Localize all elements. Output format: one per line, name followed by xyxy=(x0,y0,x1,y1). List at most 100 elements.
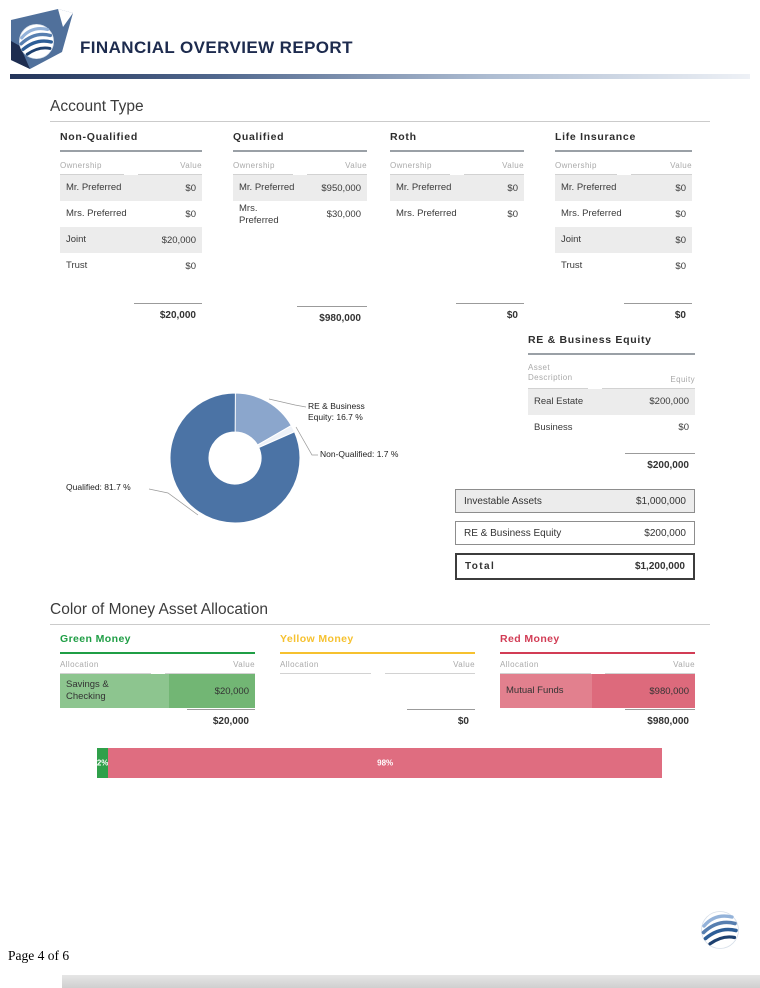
table-row: Savings & Checking $20,000 xyxy=(60,674,255,708)
value-cell: $20,000 xyxy=(169,674,255,708)
table-total: $980,000 xyxy=(297,306,367,324)
table-title: Yellow Money xyxy=(280,633,475,654)
column-ownership: Ownership xyxy=(390,161,450,175)
chart-label-non-qualified: Non-Qualified: 1.7 % xyxy=(320,449,399,459)
owner-cell: Mr. Preferred xyxy=(66,182,122,194)
column-value: Value xyxy=(464,161,524,175)
column-value: Value xyxy=(307,161,367,175)
column-headers: Allocation Value xyxy=(280,660,475,674)
allocation-stacked-bar: 2% 98% xyxy=(97,748,662,778)
table-row: Mr. Preferred $0 xyxy=(555,175,692,201)
summary-label: Total xyxy=(465,561,496,572)
bar-segment-label: 98% xyxy=(377,758,394,768)
column-allocation: Allocation xyxy=(500,660,591,674)
owner-cell: Trust xyxy=(561,260,583,272)
table-total: $20,000 xyxy=(187,709,255,727)
section-title-account-type: Account Type xyxy=(50,98,144,115)
summary-value: $200,000 xyxy=(644,527,686,539)
column-headers: Ownership Value xyxy=(555,161,692,175)
value-cell: $0 xyxy=(185,182,196,194)
value-cell: $0 xyxy=(675,208,686,220)
donut-chart-svg xyxy=(148,392,318,524)
table-total: $0 xyxy=(456,303,524,321)
table-title: Non-Qualified xyxy=(60,131,202,152)
table-roth: Roth Ownership Value Mr. Preferred $0 Mr… xyxy=(390,131,524,321)
owner-cell: Mr. Preferred xyxy=(239,182,295,194)
column-value: Value xyxy=(604,660,695,674)
column-ownership: Ownership xyxy=(60,161,124,175)
column-value: Value xyxy=(630,161,692,175)
allocation-name: Mutual Funds xyxy=(506,685,564,697)
chart-label-qualified: Qualified: 81.7 % xyxy=(66,482,131,492)
summary-boxes: Investable Assets $1,000,000 RE & Busine… xyxy=(455,489,695,588)
column-value: Value xyxy=(138,161,202,175)
value-cell: $0 xyxy=(675,182,686,194)
allocation-name: Savings & Checking xyxy=(66,679,109,702)
value-cell: $0 xyxy=(507,208,518,220)
table-total: $0 xyxy=(407,709,475,727)
donut-slices xyxy=(169,392,301,524)
table-row: Trust $0 xyxy=(555,253,692,279)
owner-cell: Trust xyxy=(66,260,88,272)
owner-cell: Mr. Preferred xyxy=(561,182,617,194)
column-asset-description: Asset Description xyxy=(528,363,588,389)
summary-label: Investable Assets xyxy=(464,495,542,507)
column-headers: Allocation Value xyxy=(500,660,695,674)
summary-value: $1,000,000 xyxy=(635,495,686,507)
table-yellow-money: Yellow Money Allocation Value $0 xyxy=(280,633,475,727)
owner-cell: Joint xyxy=(66,234,87,246)
column-value: Value xyxy=(164,660,255,674)
column-value: Value xyxy=(384,660,475,674)
table-row: Mr. Preferred $950,000 xyxy=(233,175,367,201)
leader-line xyxy=(295,426,318,456)
summary-label: RE & Business Equity xyxy=(464,527,562,539)
table-row: Mutual Funds $980,000 xyxy=(500,674,695,708)
table-row: Mrs. Preferred $0 xyxy=(390,201,524,227)
leader-line xyxy=(148,488,199,516)
table-life-insurance: Life Insurance Ownership Value Mr. Prefe… xyxy=(555,131,692,321)
owner-cell: Joint xyxy=(561,234,582,246)
column-equity: Equity xyxy=(602,363,695,389)
bar-segment-green-money: 2% xyxy=(97,748,108,778)
value-cell: $950,000 xyxy=(321,182,361,194)
table-title: Life Insurance xyxy=(555,131,692,152)
value-cell: $20,000 xyxy=(161,234,196,246)
asset-cell: Business xyxy=(534,421,573,433)
table-title: Roth xyxy=(390,131,524,152)
section-title-color-of-money: Color of Money Asset Allocation xyxy=(50,601,268,618)
table-red-money: Red Money Allocation Value Mutual Funds … xyxy=(500,633,695,727)
table-row: Mrs. Preferred $0 xyxy=(60,201,202,227)
table-row: Mrs. Preferred $30,000 xyxy=(233,201,367,229)
column-allocation: Allocation xyxy=(60,660,151,674)
section-divider xyxy=(50,624,710,625)
table-row: Mrs. Preferred $0 xyxy=(555,201,692,227)
value-cell: $980,000 xyxy=(592,674,695,708)
value-cell: $30,000 xyxy=(326,209,361,221)
table-row: Business $0 xyxy=(528,415,695,441)
header-divider xyxy=(10,74,750,79)
company-flag-logo-icon xyxy=(11,9,73,69)
column-headers: Ownership Value xyxy=(233,161,367,175)
table-row: Joint $0 xyxy=(555,227,692,253)
table-row: Mr. Preferred $0 xyxy=(60,175,202,201)
leader-line xyxy=(268,398,307,408)
table-title: Green Money xyxy=(60,633,255,654)
table-total: $0 xyxy=(624,303,692,321)
next-page-edge xyxy=(62,975,760,988)
bar-segment-red-money: 98% xyxy=(108,748,662,778)
column-headers: Asset Description Equity xyxy=(528,363,695,389)
table-row: Trust $0 xyxy=(60,253,202,279)
value-cell: $0 xyxy=(507,182,518,194)
table-row: Joint $20,000 xyxy=(60,227,202,253)
table-total-row: $200,000 xyxy=(528,452,695,473)
owner-cell: Mrs. Preferred xyxy=(66,208,127,220)
column-allocation: Allocation xyxy=(280,660,371,674)
equity-cell: $200,000 xyxy=(649,396,689,408)
column-headers: Ownership Value xyxy=(60,161,202,175)
table-row: Real Estate $200,000 xyxy=(528,388,695,415)
column-headers: Allocation Value xyxy=(60,660,255,674)
account-type-donut-chart: RE & Business Equity: 16.7 % Non-Qualifi… xyxy=(50,383,480,548)
section-divider xyxy=(50,121,710,122)
owner-cell: Mrs. Preferred xyxy=(239,203,279,226)
column-headers: Ownership Value xyxy=(390,161,524,175)
